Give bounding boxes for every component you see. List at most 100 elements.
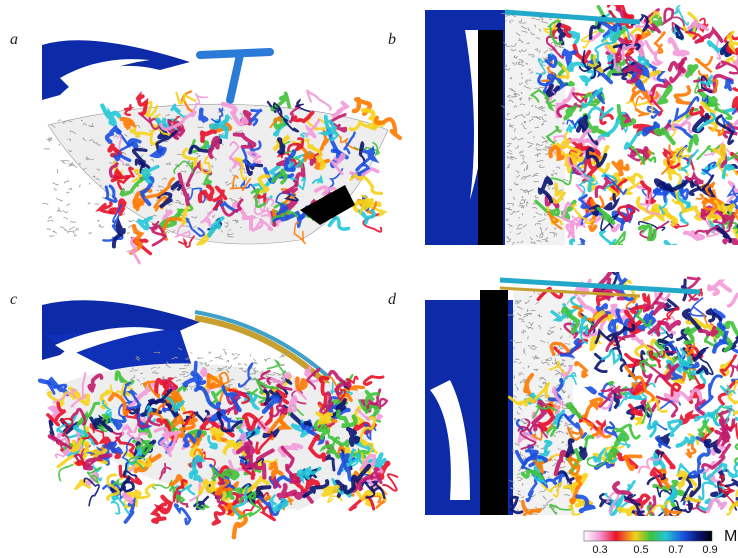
surface-texture — [53, 183, 59, 185]
surface-texture — [63, 211, 68, 213]
surface-texture — [97, 220, 99, 221]
shock-tube — [200, 52, 270, 100]
surface-texture — [224, 351, 226, 354]
vortex-tube — [728, 32, 738, 49]
vortex-tube — [696, 57, 712, 71]
vortex-tube — [670, 62, 684, 71]
vortex-tube — [685, 232, 703, 239]
colorbar-tick: 0.5 — [633, 544, 648, 556]
surface-texture — [237, 355, 240, 356]
surface-texture — [129, 220, 135, 222]
surface-texture — [279, 356, 285, 358]
vortex-tube — [628, 481, 635, 490]
vortex-tube — [731, 364, 738, 377]
surface-texture — [127, 232, 129, 233]
surface-texture — [187, 165, 188, 167]
colorbar — [584, 531, 712, 541]
surface-texture — [518, 389, 519, 390]
surface-texture — [64, 181, 69, 183]
vortex-tube — [581, 317, 587, 333]
surface-texture — [75, 234, 77, 237]
vortex-tube — [179, 236, 194, 247]
vortex-tube — [648, 422, 657, 436]
surface-texture — [264, 359, 265, 361]
surface-texture — [234, 357, 238, 359]
vortex-tube — [364, 377, 383, 385]
vortex-tube — [700, 328, 716, 335]
panel-label: d — [388, 291, 397, 308]
surface-texture — [67, 192, 70, 193]
surface-texture — [232, 354, 235, 356]
panel-label: b — [388, 31, 396, 48]
jet-core — [42, 40, 190, 100]
surface-texture — [48, 217, 51, 219]
vortex-tube — [676, 26, 682, 38]
vortex-tube — [662, 9, 673, 25]
surface-texture — [79, 185, 80, 187]
surface-texture — [223, 349, 226, 350]
surface-texture — [70, 222, 75, 223]
surface-texture — [506, 20, 507, 21]
surface-texture — [205, 362, 207, 364]
vortex-tube — [606, 195, 617, 209]
vortex-tube — [78, 461, 85, 464]
surface-texture — [64, 162, 66, 163]
surface-texture — [56, 199, 62, 202]
surface-texture — [75, 229, 79, 231]
surface-texture — [534, 136, 535, 138]
vortex-tube — [614, 232, 625, 245]
surface-texture — [210, 360, 213, 362]
vortex-tube — [574, 46, 589, 64]
vortex-tube — [729, 294, 738, 314]
surface-texture — [94, 204, 98, 205]
vortex-tube — [324, 487, 338, 495]
panel — [42, 40, 400, 263]
surface-texture — [245, 364, 247, 366]
vortex-tube — [607, 336, 634, 351]
surface-texture — [68, 231, 74, 233]
surface-texture — [57, 169, 58, 172]
vortex-tube — [585, 399, 601, 419]
surface-texture — [42, 203, 48, 205]
vortex-tube — [177, 93, 196, 103]
vortex-tube — [376, 455, 384, 466]
vortex-tube — [659, 87, 670, 103]
vortex-tube — [626, 355, 640, 367]
vortex-tube — [674, 0, 688, 25]
panel — [40, 300, 397, 537]
vortex-tube — [625, 132, 642, 148]
surface-texture — [265, 358, 271, 361]
dark-core — [478, 30, 503, 245]
surface-texture — [58, 120, 62, 121]
vortex-tube — [588, 108, 613, 119]
vortex-tube — [653, 303, 665, 315]
vortex-tube — [708, 500, 725, 512]
surface-texture — [226, 360, 228, 362]
surface-texture — [531, 475, 532, 477]
vortex-tube — [580, 239, 585, 248]
surface-texture — [513, 311, 514, 312]
surface-texture — [64, 230, 68, 233]
vortex-tube — [665, 242, 676, 254]
surface-texture — [199, 362, 202, 363]
surface-texture — [67, 204, 70, 206]
vortex-tube — [59, 465, 72, 481]
surface-texture — [556, 233, 557, 235]
vortex-tube — [307, 91, 330, 110]
vortex-tube — [297, 378, 306, 389]
colorbar-label: M — [724, 528, 737, 545]
vortex-tube — [213, 506, 224, 524]
surface-texture — [47, 220, 53, 222]
surface-texture — [198, 357, 204, 358]
panel-label: c — [10, 291, 17, 308]
surface-texture — [59, 144, 60, 146]
surface-texture — [191, 353, 192, 354]
colorbar-tick: 0.3 — [592, 544, 607, 556]
surface-texture — [61, 160, 63, 162]
vortex-tube — [636, 109, 649, 116]
surface-texture — [219, 358, 223, 360]
surface-texture — [89, 183, 90, 185]
surface-texture — [68, 188, 71, 190]
colorbar-tick: 0.9 — [702, 544, 717, 556]
surface-texture — [100, 225, 104, 228]
